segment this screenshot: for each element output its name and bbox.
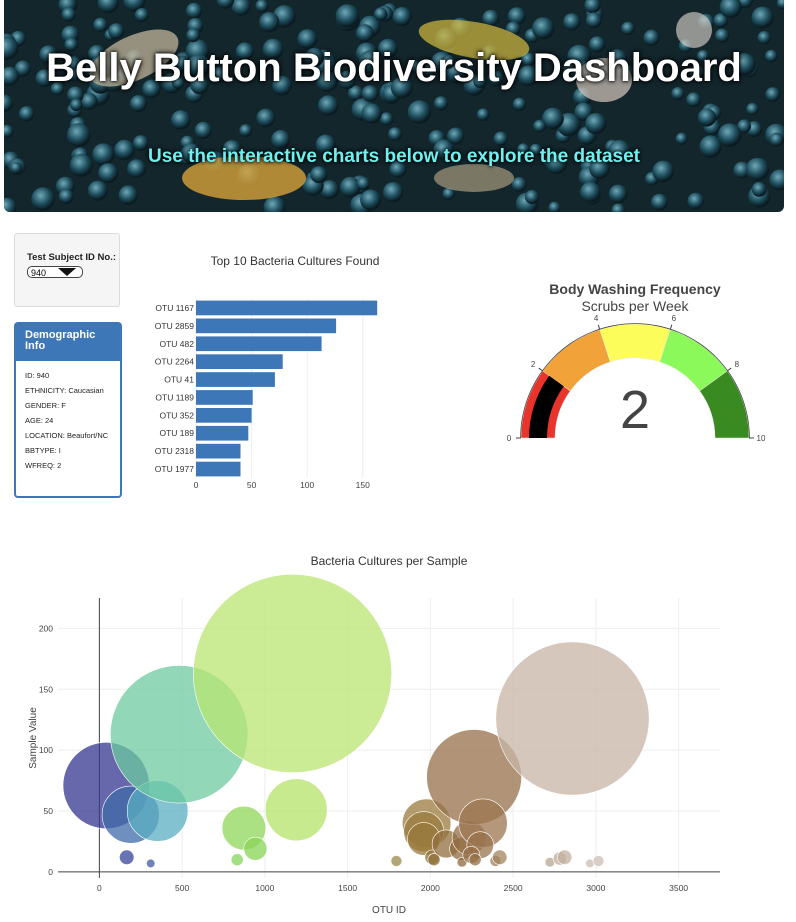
bubble[interactable] xyxy=(264,778,328,842)
bar-x-tick-label: 0 xyxy=(194,480,199,490)
bar[interactable] xyxy=(196,300,378,316)
subject-selector-label: Test Subject ID No.: xyxy=(27,252,117,263)
bar-category-label: OTU 1189 xyxy=(155,392,194,402)
demographic-row: LOCATION: Beaufort/NC xyxy=(25,431,109,440)
bubble-x-tick-label: 500 xyxy=(175,883,189,893)
demographic-row: ETHNICITY: Caucasian xyxy=(25,386,104,395)
bar-x-tick-label: 50 xyxy=(247,480,257,490)
demographic-row: GENDER: F xyxy=(25,401,66,410)
subject-selector-well: Test Subject ID No.: 940 xyxy=(14,233,120,307)
bar-category-label: OTU 352 xyxy=(160,410,195,420)
demographic-row: WFREQ: 2 xyxy=(25,461,62,470)
demographic-row: BBTYPE: I xyxy=(25,446,61,455)
gauge-tick xyxy=(597,324,601,330)
bar[interactable] xyxy=(196,336,322,352)
bubble-y-tick-label: 0 xyxy=(48,867,53,877)
demographic-info-title: Demographic Info xyxy=(16,324,120,361)
demographic-info-panel: Demographic Info ID: 940 ETHNICITY: Cauc… xyxy=(14,322,122,498)
bubble[interactable] xyxy=(468,853,482,867)
bar[interactable] xyxy=(196,408,252,423)
bubble-y-tick-label: 200 xyxy=(39,623,53,633)
bubble-x-tick-label: 3000 xyxy=(586,883,605,893)
bar-category-label: OTU 41 xyxy=(164,375,194,385)
gauge-tick xyxy=(726,367,732,372)
bar-category-label: OTU 482 xyxy=(160,339,195,349)
gauge-value-bar xyxy=(529,375,564,438)
bar[interactable] xyxy=(196,425,249,441)
demographic-info-body: ID: 940 ETHNICITY: Caucasian GENDER: F A… xyxy=(16,361,120,470)
bubble-y-tick-label: 100 xyxy=(39,745,53,755)
bubble[interactable] xyxy=(119,849,135,865)
bubble-y-axis-label: Sample Value xyxy=(28,707,39,769)
gauge-tick xyxy=(538,367,544,372)
gauge-subtitle: Scrubs per Week xyxy=(581,298,689,314)
gauge-tick-label: 10 xyxy=(757,434,766,443)
demographic-row: AGE: 24 xyxy=(25,416,54,425)
bar[interactable] xyxy=(196,372,275,387)
bubble-x-tick-label: 2000 xyxy=(421,883,440,893)
gauge-tick xyxy=(669,324,673,330)
bar[interactable] xyxy=(196,354,283,369)
bar-category-label: OTU 2318 xyxy=(155,446,194,456)
bubble-y-tick-label: 50 xyxy=(44,806,54,816)
gauge-tick-label: 2 xyxy=(531,360,536,369)
gauge-step xyxy=(599,323,671,363)
bubble-chart-title: Bacteria Cultures per Sample xyxy=(311,554,468,568)
gauge-value: 2 xyxy=(620,380,650,440)
bar-x-tick-label: 150 xyxy=(356,480,370,490)
bar-category-label: OTU 1977 xyxy=(155,464,194,474)
subject-id-select[interactable]: 940 xyxy=(27,266,83,278)
bar-x-tick-label: 100 xyxy=(300,480,314,490)
bubble-x-tick-label: 3500 xyxy=(669,883,688,893)
gauge-title: Body Washing Frequency xyxy=(549,281,721,297)
bar-category-label: OTU 2859 xyxy=(155,321,194,331)
bar[interactable] xyxy=(196,443,241,459)
bubble[interactable] xyxy=(427,853,441,867)
gauge-tick-label: 8 xyxy=(735,360,740,369)
bubble-x-tick-label: 2500 xyxy=(504,883,523,893)
bubble[interactable] xyxy=(592,855,605,867)
subject-id-selected-value: 940 xyxy=(31,268,47,278)
page-subtitle: Use the interactive charts below to expl… xyxy=(147,146,641,167)
demographic-row: ID: 940 xyxy=(25,371,50,380)
bar[interactable] xyxy=(196,318,337,334)
bar-category-label: OTU 2264 xyxy=(155,357,194,367)
bubble-y-tick-label: 150 xyxy=(39,684,53,694)
bar-category-label: OTU 1167 xyxy=(155,303,194,313)
bar-chart-title: Top 10 Bacteria Cultures Found xyxy=(211,254,380,268)
bar[interactable] xyxy=(196,461,241,477)
header-background-image xyxy=(4,0,784,212)
bubble-x-tick-label: 1500 xyxy=(338,883,357,893)
header-banner: Belly Button Biodiversity Dashboard Use … xyxy=(4,0,784,212)
chevron-down-icon xyxy=(58,268,76,276)
bubble[interactable] xyxy=(492,849,508,865)
bubble-x-tick-label: 0 xyxy=(97,883,102,893)
bubble-x-axis-label: OTU ID xyxy=(372,905,406,916)
bubble[interactable] xyxy=(243,836,268,861)
bar-category-label: OTU 189 xyxy=(160,428,195,438)
bubble[interactable] xyxy=(146,858,156,869)
gauge-tick-label: 0 xyxy=(507,434,512,443)
page-title: Belly Button Biodiversity Dashboard xyxy=(46,46,742,90)
bubble[interactable] xyxy=(390,855,403,867)
bar[interactable] xyxy=(196,390,253,405)
bubble-x-tick-label: 1000 xyxy=(255,883,274,893)
bubble[interactable] xyxy=(230,853,244,867)
bubble[interactable] xyxy=(193,574,392,773)
top10-bar-chart: Top 10 Bacteria Cultures Found 0 50 100 150 O… xyxy=(155,254,380,490)
gauge-tick-label: 4 xyxy=(594,314,599,323)
gauge-tick-label: 6 xyxy=(672,314,677,323)
bubble[interactable] xyxy=(556,849,573,865)
bubble[interactable] xyxy=(495,641,650,796)
